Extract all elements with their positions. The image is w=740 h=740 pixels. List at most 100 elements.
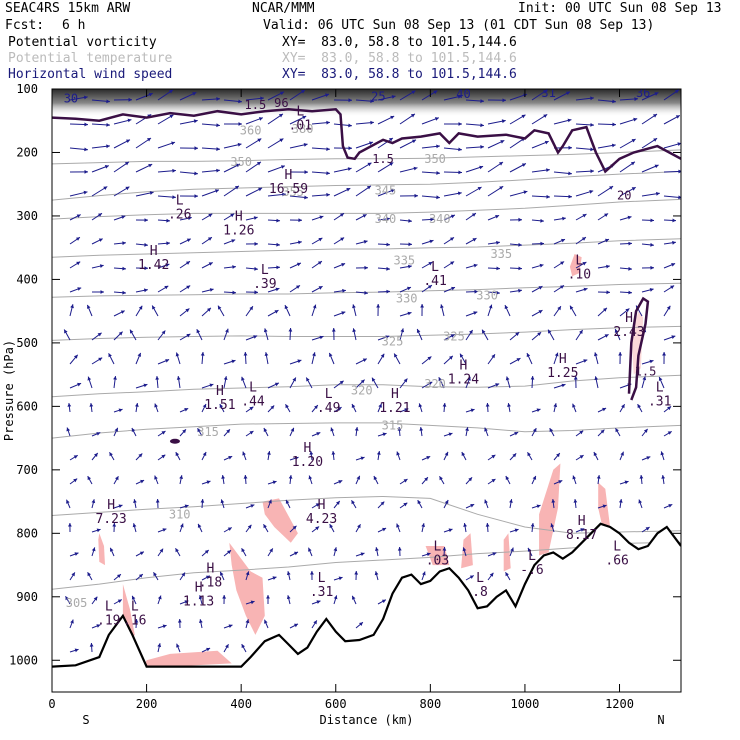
wind-arrowhead <box>346 188 351 192</box>
wind-arrowhead <box>286 571 291 576</box>
wind-arrowhead <box>147 138 151 142</box>
wind-arrowhead <box>194 171 198 176</box>
x-tick-label: 800 <box>420 697 442 711</box>
wind-arrowhead <box>567 118 572 123</box>
wind-arrowhead <box>538 310 543 314</box>
wind-arrowhead <box>562 216 566 221</box>
wind-arrowhead <box>149 191 154 195</box>
wind-arrowhead <box>375 547 379 551</box>
wind-arrowhead <box>200 352 205 356</box>
wind-arrowhead <box>143 383 148 388</box>
wind-arrowhead <box>122 241 126 246</box>
wind-arrowhead <box>628 290 632 295</box>
wind-arrowhead <box>386 266 390 271</box>
wind-arrowhead <box>127 118 132 123</box>
wind-arrowhead <box>87 572 91 577</box>
wind-arrowhead <box>231 239 236 243</box>
extremum-value: 1.25 <box>547 366 578 381</box>
theta-contour-310 <box>52 495 681 534</box>
wind-arrowhead <box>304 195 308 200</box>
wind-arrowhead <box>356 475 360 480</box>
wind-arrowhead <box>185 308 190 313</box>
wind-arrowhead <box>660 451 665 456</box>
theta-label: 330 <box>396 291 418 305</box>
wind-arrowhead <box>314 405 318 409</box>
extremum-value: 1.13 <box>183 595 214 610</box>
wind-arrowhead <box>382 527 387 532</box>
wind-arrowhead <box>370 120 374 125</box>
wind-arrowhead <box>472 238 477 242</box>
wind-arrowhead <box>436 171 440 175</box>
wind-arrowhead <box>433 90 438 95</box>
wind-arrowhead <box>74 552 79 556</box>
extremum-value: 1.20 <box>292 455 323 470</box>
wind-arrowhead <box>583 359 588 363</box>
wind-arrowhead <box>649 359 654 364</box>
field-label-pv: Potential vorticity <box>8 35 157 50</box>
extremum-value: .19 <box>97 614 120 629</box>
wind-arrowhead <box>527 452 531 457</box>
wind-arrowhead <box>91 547 96 552</box>
wind-arrowhead <box>171 141 175 146</box>
wind-arrowhead <box>477 187 482 191</box>
theta-label: 310 <box>169 507 191 521</box>
wind-arrowhead <box>390 189 395 193</box>
wind-arrowhead <box>232 290 236 295</box>
wind-arrowhead <box>516 358 521 362</box>
pv-high-region <box>98 533 105 566</box>
extremum-value: 16.59 <box>269 182 308 197</box>
wind-arrowhead <box>450 261 455 265</box>
wind-arrowhead <box>76 237 80 241</box>
y-tick-label: 700 <box>16 463 38 477</box>
theta-label: 335 <box>393 253 415 267</box>
wind-arrowhead <box>113 376 117 380</box>
wind-arrowhead <box>590 96 594 101</box>
wind-arrowhead <box>570 305 574 310</box>
wind-arrowhead <box>83 190 88 195</box>
extremum-letter: H <box>195 581 203 596</box>
x-tick-label: 0 <box>48 697 55 711</box>
wind-arrowhead <box>396 451 400 456</box>
wind-arrowhead <box>470 504 475 508</box>
wind-arrowhead <box>308 475 313 480</box>
wind-arrowhead <box>604 213 609 217</box>
wind-arrowhead <box>442 547 447 551</box>
wind-speed-label: 31 <box>541 86 555 100</box>
wind-arrowhead <box>197 523 202 528</box>
wind-arrowhead <box>396 523 400 528</box>
wind-arrowhead <box>216 97 220 101</box>
wind-arrowhead <box>593 452 598 456</box>
wind-arrowhead <box>354 571 359 575</box>
wind-arrowhead <box>94 453 98 457</box>
wind-arrowhead <box>258 187 263 192</box>
wind-arrowhead <box>331 328 336 332</box>
wind-arrowhead <box>269 548 273 553</box>
wind-arrowhead <box>590 169 594 174</box>
wind-arrowhead <box>366 185 371 190</box>
wind-arrowhead <box>175 452 180 457</box>
wind-arrowhead <box>253 216 258 220</box>
wind-arrowhead <box>144 266 148 271</box>
wind-arrowhead <box>329 352 333 357</box>
wind-arrowhead <box>364 265 368 270</box>
wind-arrowhead <box>521 114 526 119</box>
wind-arrowhead <box>294 551 298 556</box>
wind-arrowhead <box>557 306 561 311</box>
wind-arrowhead <box>243 352 248 356</box>
wind-arrowhead <box>164 285 169 290</box>
wind-arrowhead <box>546 168 550 172</box>
wind-arrowhead <box>67 403 72 407</box>
wind-arrowhead <box>132 523 137 528</box>
wind-arrowhead <box>417 500 422 505</box>
wind-arrowhead <box>430 217 434 222</box>
wind-arrowhead <box>539 263 544 268</box>
wind-arrowhead <box>285 499 290 504</box>
wind-arrowhead <box>186 285 191 290</box>
wind-arrowhead <box>194 146 198 151</box>
wind-arrowhead <box>579 455 584 459</box>
wind-arrowhead <box>236 163 241 168</box>
wind-arrowhead <box>631 139 636 143</box>
wind-arrowhead <box>602 504 607 509</box>
wind-arrowhead <box>96 432 101 436</box>
wind-arrowhead <box>296 285 300 289</box>
